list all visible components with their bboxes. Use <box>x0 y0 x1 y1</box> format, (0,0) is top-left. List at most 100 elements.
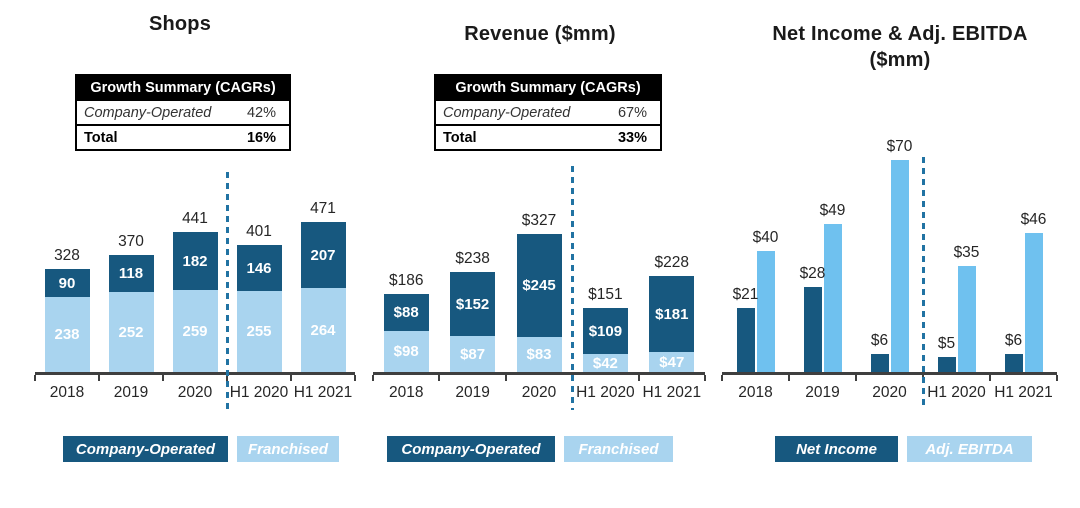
bar-segment-company-operated-text: 146 <box>246 259 272 277</box>
bar-segment-franchised-text: $42 <box>592 354 618 372</box>
category-label: 2018 <box>738 384 773 401</box>
table-row: Company-Operated 67% <box>436 101 660 126</box>
bar-segment-franchised: 238 <box>44 297 90 372</box>
bar-segment-franchised: 259 <box>172 290 218 372</box>
bar-value-label: $6 <box>870 332 889 349</box>
bar-value-label: $6 <box>1004 332 1023 349</box>
category-label: 2019 <box>113 384 149 401</box>
category-label: 2020 <box>872 384 907 401</box>
bar-segment-company-operated-text: $181 <box>655 305 689 323</box>
row-label: Company-Operated <box>84 104 212 121</box>
row-label: Total <box>84 129 118 146</box>
category-label: H1 2021 <box>642 384 702 401</box>
bar-segment-company-operated: 118 <box>108 255 154 292</box>
category-label: H1 2021 <box>293 384 353 401</box>
row-label: Total <box>443 129 477 146</box>
bar-segment-franchised-text: $83 <box>526 346 552 363</box>
period-divider-dashed-line <box>921 157 925 410</box>
bar-segment-company-operated-text: $109 <box>588 322 623 340</box>
bar-segment-franchised: 252 <box>108 292 154 372</box>
bar-segment-franchised-text: $87 <box>460 345 486 363</box>
x-axis-line <box>722 372 1057 375</box>
bar-segment-company-operated: $181 <box>649 276 695 352</box>
table-header: Growth Summary (CAGRs) <box>77 76 289 101</box>
period-divider-dashed-line <box>225 172 229 410</box>
bar-segment-company-operated-text: $152 <box>455 295 490 313</box>
bar-segment-company-operated: 207 <box>300 222 346 288</box>
legend-swatch-franchised: Franchised <box>564 436 673 462</box>
legend-label: Net Income <box>796 440 877 458</box>
bar-value-label: $5 <box>937 335 956 352</box>
legend-swatch-company-operated: Company-Operated <box>63 436 228 462</box>
bar-segment-franchised: 255 <box>236 291 282 372</box>
legend-label: Franchised <box>247 440 329 458</box>
axis-tick <box>788 374 790 381</box>
bar-net-income <box>736 308 755 372</box>
axis-tick <box>354 374 356 381</box>
table-row: Company-Operated 42% <box>77 101 289 126</box>
bar-segment-company-operated-text: $245 <box>522 277 556 294</box>
chart-net-income-ebitda: Net Income & Adj. EBITDA ($mm) $21 $40 201… <box>720 0 1080 508</box>
bar-segment-franchised-text: 238 <box>54 326 80 343</box>
category-label: H1 2020 <box>927 384 986 401</box>
bar-adj-ebitda <box>756 251 775 372</box>
category-label: H1 2020 <box>229 384 289 401</box>
bar-segment-company-operated-text: 182 <box>182 252 208 270</box>
chart-title: Net Income & Adj. EBITDA ($mm) <box>772 23 1028 71</box>
legend-swatch-company-operated: Company-Operated <box>387 436 555 462</box>
bar-segment-franchised-text: 259 <box>182 322 208 340</box>
chart-revenue: Revenue ($mm) Growth Summary (CAGRs) Com… <box>360 0 720 508</box>
bar-net-income <box>937 357 956 372</box>
growth-summary-table: Growth Summary (CAGRs) Company-Operated … <box>75 74 291 151</box>
row-value: 16% <box>246 129 276 146</box>
category-label: 2018 <box>49 384 85 401</box>
axis-tick <box>372 374 374 381</box>
bar-total-label: $327 <box>521 212 557 229</box>
bar-segment-company-operated: $245 <box>516 234 562 337</box>
bar-segment-company-operated: 182 <box>172 232 218 290</box>
axis-tick <box>504 374 507 381</box>
row-value: 42% <box>246 104 276 121</box>
axis-tick <box>721 374 723 381</box>
table-header: Growth Summary (CAGRs) <box>436 76 660 101</box>
axis-tick <box>989 374 991 381</box>
bar-value-label: $70 <box>886 138 913 155</box>
bar-segment-franchised: $47 <box>649 352 695 372</box>
bar-total-label: $151 <box>588 286 623 303</box>
axis-tick <box>637 374 640 381</box>
bar-segment-company-operated-text: 207 <box>310 246 336 264</box>
bar-segment-franchised-text: $98 <box>393 343 419 360</box>
growth-summary-table: Growth Summary (CAGRs) Company-Operated … <box>434 74 662 151</box>
axis-tick <box>704 374 706 381</box>
row-label: Company-Operated <box>443 104 571 121</box>
legend-label: Adj. EBITDA <box>925 440 1014 458</box>
bar-value-label: $35 <box>953 244 980 261</box>
bar-segment-company-operated: $109 <box>582 308 628 354</box>
legend-swatch-adj-ebitda: Adj. EBITDA <box>907 436 1032 462</box>
axis-tick <box>162 374 164 381</box>
legend-swatch-franchised: Franchised <box>237 436 339 462</box>
legend: Company-Operated Franchised <box>63 436 339 462</box>
axis-tick <box>290 374 292 381</box>
bar-value-label: $21 <box>732 286 759 303</box>
category-label: 2019 <box>455 384 490 401</box>
chart-shops: Shops Growth Summary (CAGRs) Company-Ope… <box>0 0 360 508</box>
bar-segment-franchised: $83 <box>516 337 562 372</box>
bar-segment-company-operated: 90 <box>44 269 90 297</box>
axis-tick <box>1056 374 1058 381</box>
bar-segment-company-operated-text: 90 <box>58 274 76 292</box>
legend: Net Income Adj. EBITDA <box>775 436 1032 462</box>
bar-total-label: 370 <box>118 233 144 250</box>
bar-segment-company-operated-text: 118 <box>118 265 144 282</box>
category-label: H1 2021 <box>994 384 1053 401</box>
period-divider-dashed-line <box>570 166 574 410</box>
bar-segment-company-operated: $152 <box>450 272 496 336</box>
x-axis-line <box>35 372 355 375</box>
bar-adj-ebitda <box>1024 233 1043 372</box>
bar-segment-franchised-text: 252 <box>118 323 144 341</box>
bar-adj-ebitda <box>823 224 842 372</box>
table-row: Total 16% <box>77 126 289 149</box>
category-label: 2020 <box>177 384 213 401</box>
bar-value-label: $46 <box>1020 211 1047 228</box>
